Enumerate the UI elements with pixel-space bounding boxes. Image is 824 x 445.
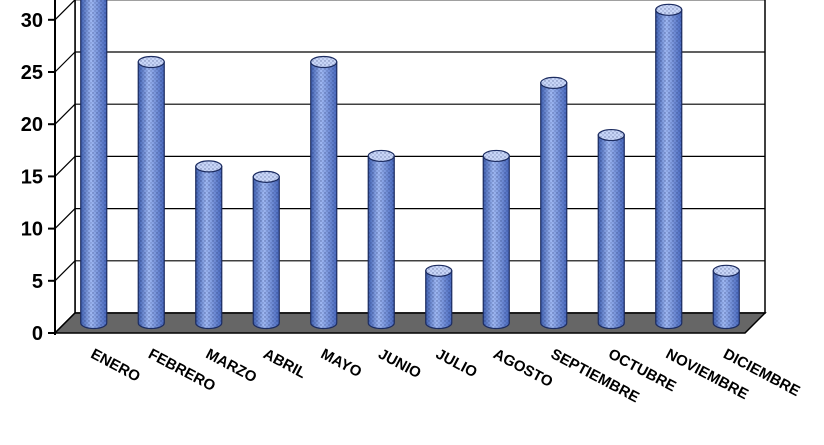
y-tick-label: 10 xyxy=(21,219,43,241)
y-tick-label: 20 xyxy=(21,114,43,136)
bar-texture xyxy=(425,270,452,329)
bar-texture xyxy=(195,166,222,329)
bar-marzo xyxy=(195,160,223,330)
bar-top-texture xyxy=(138,56,165,68)
x-tick-label: ABRIL xyxy=(260,346,308,383)
bar-texture xyxy=(713,270,740,329)
bar-enero xyxy=(80,0,108,330)
bar-abril xyxy=(252,170,280,330)
gridline-side xyxy=(54,155,76,177)
x-tick-label: MAYO xyxy=(318,346,365,382)
bar-texture xyxy=(368,155,395,329)
bar-texture xyxy=(138,62,165,329)
bar-texture xyxy=(80,0,107,329)
bar-agosto xyxy=(482,149,510,330)
x-tick-label: JUNIO xyxy=(375,346,424,383)
bar-top-texture xyxy=(483,150,510,162)
y-tick-label: 0 xyxy=(32,323,43,345)
bar-top-texture xyxy=(540,77,567,89)
x-tick-label: ENERO xyxy=(88,346,143,386)
x-tick-label: JULIO xyxy=(433,346,480,382)
chart-background xyxy=(53,0,767,335)
floor xyxy=(53,312,767,334)
y-tick-label: 5 xyxy=(32,271,43,293)
bar-texture xyxy=(310,62,337,329)
bar-texture xyxy=(253,176,280,329)
bar-top-texture xyxy=(655,4,682,16)
bar-top-texture xyxy=(425,265,452,277)
y-tick-label: 30 xyxy=(21,10,43,32)
gridline-side xyxy=(54,103,76,125)
bar-top-texture xyxy=(195,160,222,172)
gridline-side xyxy=(54,51,76,73)
gridline-side xyxy=(54,260,76,282)
bar-octubre xyxy=(597,128,625,330)
bar-top-texture xyxy=(713,265,740,277)
bar-noviembre xyxy=(655,3,683,330)
x-tick-label: AGOSTO xyxy=(490,346,555,392)
gridline-side xyxy=(54,208,76,230)
bar-top-texture xyxy=(310,56,337,68)
bar-top-texture xyxy=(598,129,625,141)
bar-septiembre xyxy=(540,76,568,330)
bar-top-texture xyxy=(368,150,395,162)
y-tick-label: 15 xyxy=(21,166,43,188)
gridline-side xyxy=(54,0,76,21)
bar-diciembre xyxy=(712,264,740,330)
bars xyxy=(80,0,740,330)
bar-julio xyxy=(425,264,453,330)
bar-junio xyxy=(367,149,395,330)
y-tick-label: 25 xyxy=(21,62,43,84)
bar-texture xyxy=(540,82,567,329)
bar-texture xyxy=(655,9,682,329)
bar-mayo xyxy=(310,55,338,330)
bar-febrero xyxy=(137,55,165,330)
bar-top-texture xyxy=(253,171,280,183)
bar-texture xyxy=(598,135,625,329)
y-axis: 051015202530354045 xyxy=(21,0,56,345)
bar-texture xyxy=(483,155,510,329)
